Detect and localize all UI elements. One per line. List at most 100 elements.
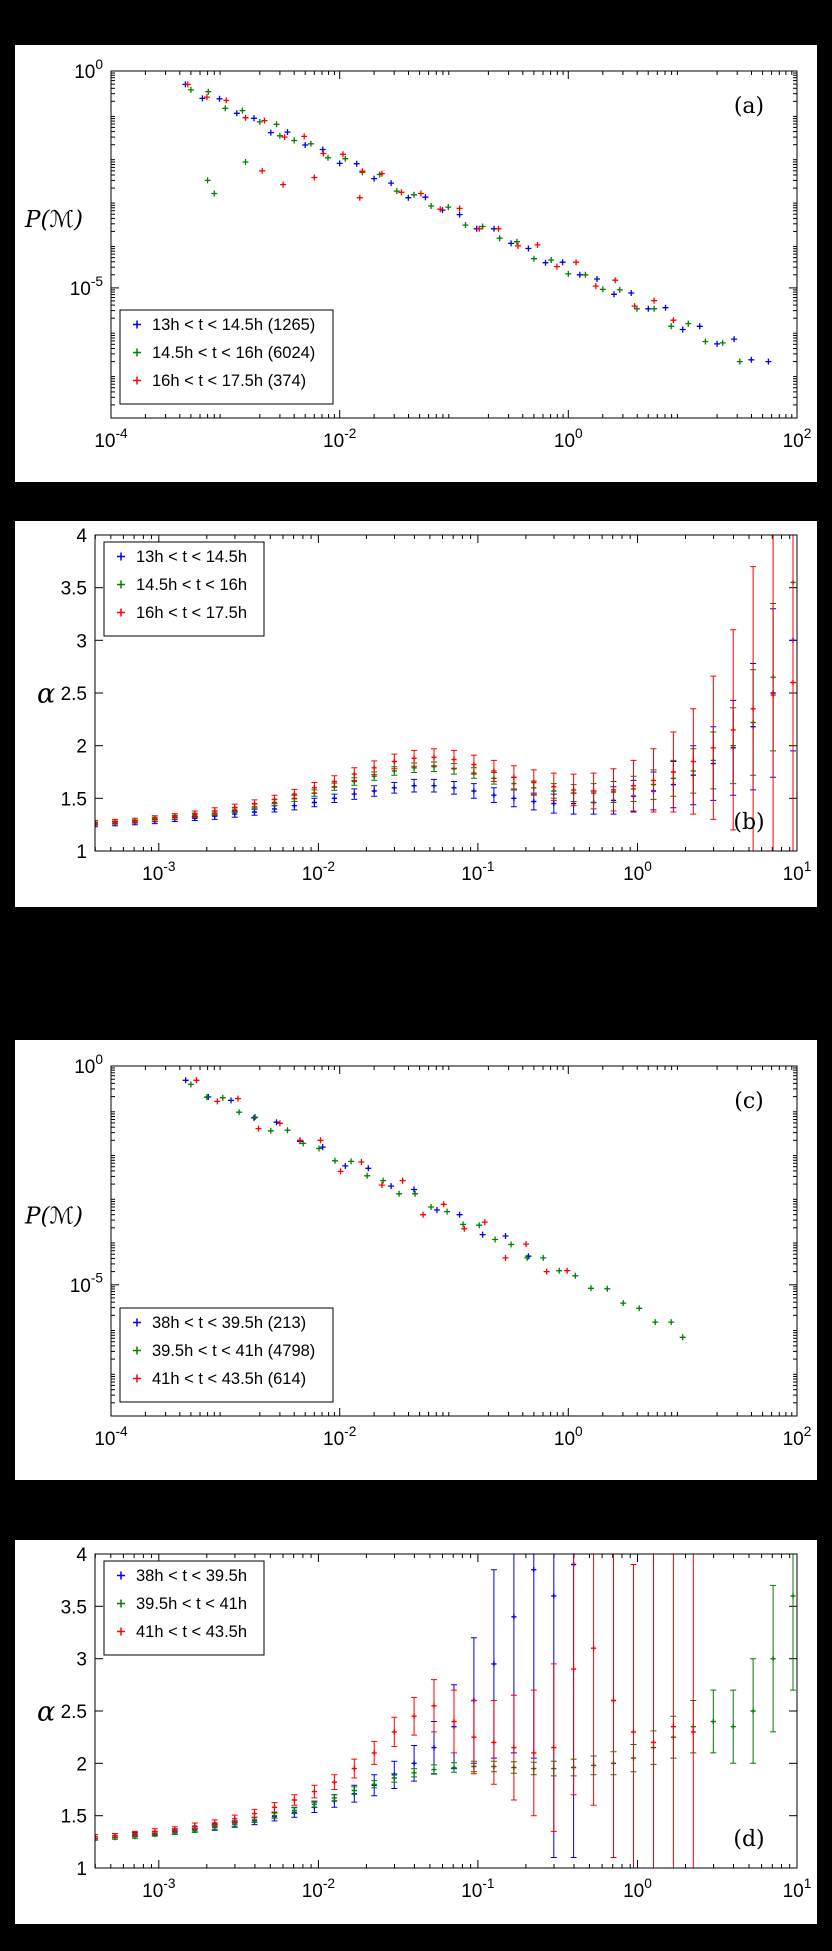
tick-label: 101 [783,1876,812,1902]
tick-label: 100 [74,57,103,83]
legend-marker-red [117,608,125,617]
data-markers [95,1645,696,1840]
tick-label: 2.5 [61,684,87,705]
axis-tick-labels: 10-3 10-2 10-1 100 101 1 1.5 2 2.5 3 3.5 4 [61,526,812,885]
legend-label: 16h < t < 17.5h [136,604,247,622]
tick-label: 10-2 [302,1876,335,1902]
chart-d: 10-3 10-2 10-1 100 101 1 1.5 2 2.5 3 3.5 4 α (d) 38h <… [37,1545,812,1902]
series-green [187,86,743,365]
tick-label: 10-1 [461,1876,494,1902]
legend-label: 16h < t < 17.5h (374) [152,372,306,390]
legend-label: 41h < t < 43.5h [136,1623,247,1641]
panel-letter: (c) [734,1089,764,1114]
legend: 38h < t < 39.5h (213) 39.5h < t < 41h (47… [119,1307,334,1403]
data-markers [193,1077,571,1275]
chart-c: 10-4 10-2 100 102 100 10-5 P(ℳ) (c) 38h < t < 39… [24,1052,812,1450]
legend-marker-green [117,1599,125,1608]
tick-label: 10-2 [323,1424,356,1450]
legend-marker-red [117,1627,125,1636]
tick-label: 101 [783,859,812,885]
series-red [95,1554,696,1868]
legend-box [119,1307,334,1403]
series-green [187,1081,686,1341]
legend-box [103,1560,265,1656]
axis-tick-labels: 10-4 10-2 100 102 100 10-5 [70,1052,812,1450]
axis-ticks [110,70,798,418]
legend-label: 39.5h < t < 41h [136,1595,247,1613]
axis-tick-labels: 10-3 10-2 10-1 100 101 1 1.5 2 2.5 3 3.5 4 [61,1545,812,1902]
legend-label: 38h < t < 39.5h [136,1567,247,1585]
tick-label: 10-4 [94,1424,128,1450]
series-red [184,81,677,324]
legend-label: 41h < t < 43.5h (614) [152,1370,306,1388]
legend-label: 13h < t < 14.5h [136,548,247,566]
legend-marker-green [133,1346,141,1355]
axis-ticks [110,1065,798,1416]
tick-label: 3.5 [61,579,87,600]
tick-label: 1 [76,842,87,863]
tick-label: 2 [76,1754,87,1775]
series-red [193,1077,571,1275]
legend-marker-red [133,376,141,385]
tick-label: 10-1 [461,859,494,885]
legend-marker-blue [117,552,125,561]
tick-label: 100 [623,859,652,885]
tick-label: 102 [783,1424,812,1450]
legend-box [119,309,334,405]
data-markers [187,1081,686,1341]
tick-label: 100 [554,426,583,452]
y-axis-label: α [37,1696,55,1727]
tick-label: 4 [76,526,87,547]
y-axis-label: P(ℳ) [24,207,83,233]
legend-marker-blue [133,1318,141,1327]
legend-marker-blue [133,320,141,329]
tick-label: 100 [623,1876,652,1902]
panel-letter: (b) [733,810,764,835]
tick-label: 2 [76,737,87,758]
tick-label: 1 [76,1859,87,1880]
chart-a: 10-4 10-2 100 102 100 10-5 P(ℳ) (a) 13h < t < 14… [24,57,812,452]
tick-label: 3.5 [61,1597,87,1618]
panel-c-distribution-plot: 10-4 10-2 100 102 100 10-5 P(ℳ) (c) 38h < t < 39… [15,1040,817,1480]
tick-label: 10-3 [142,859,176,885]
legend: 13h < t < 14.5h (1265) 14.5h < t < 16h (6… [119,309,334,405]
axis-ticks [94,1553,798,1869]
tick-label: 1.5 [61,1807,87,1828]
tick-label: 2.5 [61,1702,87,1723]
legend-marker-green [117,580,125,589]
tick-label: 3 [76,1650,87,1671]
panel-letter: (a) [734,94,764,119]
legend-label: 14.5h < t < 16h [136,576,247,594]
legend-marker-blue [117,1571,125,1580]
data-markers [95,679,796,826]
legend: 13h < t < 14.5h 14.5h < t < 16h 16h < t < … [103,541,265,637]
series-red [95,535,796,851]
tick-label: 102 [783,426,812,452]
tick-label: 10-5 [70,274,104,300]
tick-label: 10-4 [94,426,128,452]
tick-label: 10-3 [142,1876,176,1902]
legend-label: 13h < t < 14.5h (1265) [152,316,315,334]
data-markers [184,81,677,324]
tick-label: 10-2 [302,859,335,885]
legend-box [103,541,265,637]
tick-label: 4 [76,1545,87,1566]
panel-b-alpha-plot: 10-3 10-2 10-1 100 101 1 1.5 2 2.5 3 3.5 4 α (b) 13h <… [15,521,817,907]
y-axis-label: α [37,679,55,710]
tick-label: 10-5 [70,1271,104,1297]
tick-label: 100 [74,1052,103,1078]
tick-label: 3 [76,631,87,652]
legend-label: 39.5h < t < 41h (4798) [152,1342,315,1360]
legend: 38h < t < 39.5h 39.5h < t < 41h 41h < t < … [103,1560,265,1656]
legend-label: 14.5h < t < 16h (6024) [152,344,315,362]
panel-d-alpha-plot: 10-3 10-2 10-1 100 101 1 1.5 2 2.5 3 3.5 4 α (d) 38h <… [15,1540,817,1924]
tick-label: 1.5 [61,789,87,810]
legend-marker-green [133,348,141,357]
tick-label: 10-2 [323,426,356,452]
legend-label: 38h < t < 39.5h (213) [152,1314,306,1332]
axis-tick-labels: 10-4 10-2 100 102 100 10-5 [70,57,812,452]
y-axis-label: P(ℳ) [24,1204,83,1230]
panel-letter: (d) [733,1827,764,1852]
tick-label: 100 [554,1424,583,1450]
